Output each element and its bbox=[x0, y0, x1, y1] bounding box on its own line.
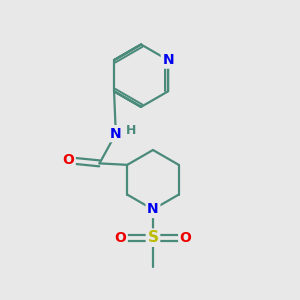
Text: N: N bbox=[147, 202, 159, 216]
Text: H: H bbox=[126, 124, 136, 136]
Text: S: S bbox=[148, 230, 158, 245]
Text: N: N bbox=[162, 53, 174, 67]
Text: N: N bbox=[110, 127, 122, 141]
Text: O: O bbox=[180, 231, 192, 245]
Text: O: O bbox=[62, 153, 74, 167]
Text: O: O bbox=[114, 231, 126, 245]
